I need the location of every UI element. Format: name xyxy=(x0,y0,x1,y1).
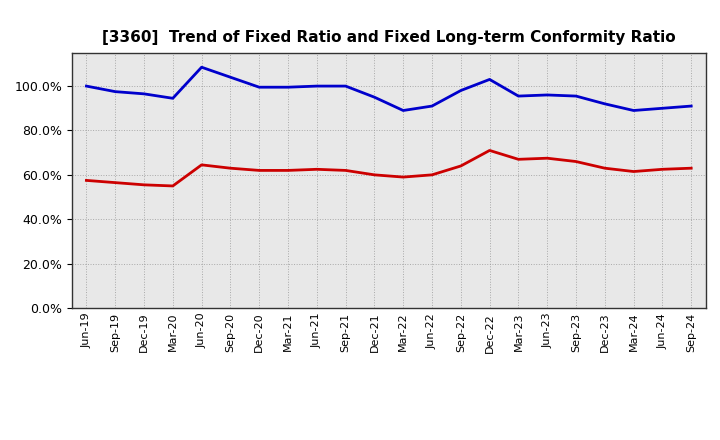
Fixed Ratio xyxy=(140,91,148,96)
Fixed Ratio xyxy=(226,74,235,80)
Fixed Ratio xyxy=(428,103,436,109)
Fixed Ratio xyxy=(197,65,206,70)
Fixed Ratio xyxy=(600,101,609,106)
Fixed Long-term Conformity Ratio xyxy=(399,174,408,180)
Fixed Ratio xyxy=(658,106,667,111)
Fixed Ratio xyxy=(543,92,552,98)
Fixed Ratio xyxy=(485,77,494,82)
Fixed Ratio xyxy=(255,84,264,90)
Fixed Long-term Conformity Ratio xyxy=(111,180,120,185)
Fixed Long-term Conformity Ratio xyxy=(82,178,91,183)
Fixed Long-term Conformity Ratio xyxy=(168,183,177,189)
Fixed Ratio xyxy=(341,84,350,89)
Fixed Ratio xyxy=(687,103,696,109)
Fixed Ratio xyxy=(82,84,91,89)
Fixed Ratio xyxy=(456,88,465,93)
Fixed Long-term Conformity Ratio xyxy=(428,172,436,177)
Fixed Long-term Conformity Ratio xyxy=(687,165,696,171)
Fixed Ratio xyxy=(370,95,379,100)
Fixed Ratio xyxy=(572,93,580,99)
Fixed Ratio xyxy=(399,108,408,113)
Line: Fixed Long-term Conformity Ratio: Fixed Long-term Conformity Ratio xyxy=(86,150,691,186)
Fixed Long-term Conformity Ratio xyxy=(485,148,494,153)
Fixed Long-term Conformity Ratio xyxy=(629,169,638,174)
Fixed Long-term Conformity Ratio xyxy=(284,168,292,173)
Fixed Long-term Conformity Ratio xyxy=(197,162,206,168)
Fixed Long-term Conformity Ratio xyxy=(543,156,552,161)
Line: Fixed Ratio: Fixed Ratio xyxy=(86,67,691,110)
Fixed Ratio xyxy=(312,84,321,89)
Fixed Ratio xyxy=(168,95,177,101)
Fixed Ratio xyxy=(629,108,638,113)
Title: [3360]  Trend of Fixed Ratio and Fixed Long-term Conformity Ratio: [3360] Trend of Fixed Ratio and Fixed Lo… xyxy=(102,29,675,45)
Fixed Ratio xyxy=(284,84,292,90)
Fixed Long-term Conformity Ratio xyxy=(514,157,523,162)
Fixed Ratio xyxy=(111,89,120,94)
Fixed Long-term Conformity Ratio xyxy=(341,168,350,173)
Fixed Long-term Conformity Ratio xyxy=(600,165,609,171)
Fixed Long-term Conformity Ratio xyxy=(370,172,379,177)
Fixed Long-term Conformity Ratio xyxy=(456,163,465,169)
Fixed Long-term Conformity Ratio xyxy=(658,167,667,172)
Fixed Long-term Conformity Ratio xyxy=(312,167,321,172)
Fixed Ratio xyxy=(514,93,523,99)
Fixed Long-term Conformity Ratio xyxy=(140,182,148,187)
Fixed Long-term Conformity Ratio xyxy=(226,165,235,171)
Fixed Long-term Conformity Ratio xyxy=(572,159,580,164)
Fixed Long-term Conformity Ratio xyxy=(255,168,264,173)
